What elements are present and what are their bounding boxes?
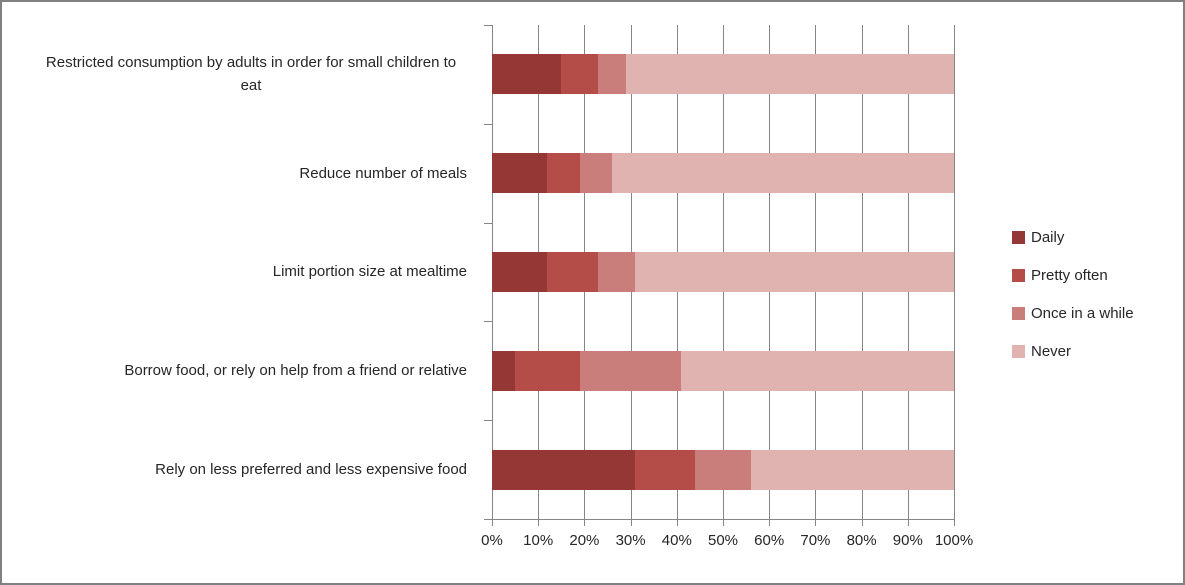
category-axis-tick bbox=[484, 321, 492, 323]
category-label: Reduce number of meals bbox=[10, 124, 480, 223]
bar-segment-daily bbox=[492, 350, 516, 391]
bar-segment-once-in-a-while bbox=[579, 350, 682, 391]
bar-segment-pretty-often bbox=[515, 350, 580, 391]
x-axis-tick bbox=[584, 519, 586, 526]
x-axis-tick bbox=[769, 519, 771, 526]
category-label-text: Restricted consumption by adults in orde… bbox=[45, 54, 457, 95]
category-axis-tick bbox=[484, 25, 492, 26]
x-axis-tick-labels: 0% 10% 20% 30% 40% 50% 60% 70% 80% 90% 100% bbox=[481, 532, 973, 554]
category-label: Borrow food, or rely on help from a frie… bbox=[10, 321, 480, 420]
category-axis-labels: Restricted consumption by adults in orde… bbox=[10, 25, 480, 519]
legend-label: Pretty often bbox=[1031, 267, 1108, 284]
category-label: Restricted consumption by adults in orde… bbox=[10, 25, 480, 124]
x-axis-tick bbox=[538, 519, 540, 526]
bar-segment-never bbox=[625, 54, 954, 95]
bar-segment-daily bbox=[492, 252, 548, 292]
x-axis-tick bbox=[676, 519, 678, 526]
x-axis-tick bbox=[861, 519, 863, 526]
category-axis-tick bbox=[484, 420, 492, 422]
x-tick-label: 20% bbox=[569, 532, 600, 549]
bar-segment-pretty-often bbox=[635, 449, 696, 490]
bar-segment-daily bbox=[492, 153, 548, 194]
x-axis-line bbox=[492, 519, 954, 520]
legend-swatch-never bbox=[1012, 345, 1025, 358]
x-tick-label: 10% bbox=[523, 532, 554, 549]
x-tick-label: 0% bbox=[481, 532, 503, 549]
x-axis-tick bbox=[492, 519, 493, 526]
legend-swatch-once-in-a-while bbox=[1012, 307, 1025, 320]
category-label: Rely on less preferred and less expensiv… bbox=[10, 420, 480, 519]
x-axis-tick bbox=[954, 519, 955, 526]
category-axis-tick bbox=[484, 519, 492, 520]
bar-segment-pretty-often bbox=[561, 54, 599, 95]
legend-label: Never bbox=[1031, 343, 1072, 360]
bar-segment-never bbox=[612, 153, 954, 194]
bar-row bbox=[492, 153, 954, 194]
bar-segment-never bbox=[635, 252, 954, 292]
bar-segment-once-in-a-while bbox=[579, 153, 613, 194]
legend-swatch-pretty-often bbox=[1012, 269, 1025, 282]
category-label-text: Limit portion size at mealtime bbox=[272, 263, 467, 281]
category-axis-tick bbox=[484, 123, 492, 125]
bar-segment-once-in-a-while bbox=[598, 252, 636, 292]
bar-segment-pretty-often bbox=[547, 153, 580, 194]
x-axis-tick bbox=[815, 519, 817, 526]
legend-item-once-in-a-while: Once in a while bbox=[1012, 302, 1134, 325]
category-label-text: Reduce number of meals bbox=[299, 164, 467, 182]
legend-item-never: Never bbox=[1012, 340, 1134, 363]
bar-segment-daily bbox=[492, 54, 562, 95]
bar-segment-pretty-often bbox=[547, 252, 599, 292]
x-tick-label: 30% bbox=[615, 532, 646, 549]
bar-segment-daily bbox=[492, 449, 636, 490]
legend-item-daily: Daily bbox=[1012, 226, 1134, 249]
x-tick-label: 50% bbox=[707, 532, 739, 549]
x-tick-label: 100% bbox=[934, 532, 974, 549]
bar-row bbox=[492, 54, 954, 95]
x-axis-tick bbox=[630, 519, 632, 526]
bar-row bbox=[492, 350, 954, 391]
category-label-text: Rely on less preferred and less expensiv… bbox=[155, 460, 467, 478]
bar-segment-once-in-a-while bbox=[598, 54, 626, 95]
legend-item-pretty-often: Pretty often bbox=[1012, 264, 1134, 287]
bar-segment-never bbox=[681, 350, 954, 391]
gridline bbox=[954, 25, 955, 519]
category-axis-tick bbox=[484, 222, 492, 224]
bar-segment-never bbox=[750, 449, 954, 490]
legend-label: Daily bbox=[1031, 229, 1065, 246]
x-axis-tick bbox=[907, 519, 909, 526]
legend-swatch-daily bbox=[1012, 231, 1025, 244]
x-axis-tick bbox=[723, 519, 724, 526]
bar-row bbox=[492, 449, 954, 490]
x-tick-label: 80% bbox=[846, 532, 877, 549]
bar-row bbox=[492, 252, 954, 292]
category-label-text: Borrow food, or rely on help from a frie… bbox=[124, 362, 467, 380]
category-label: Limit portion size at mealtime bbox=[10, 223, 480, 322]
plot-area bbox=[484, 25, 955, 526]
legend-label: Once in a while bbox=[1031, 305, 1134, 322]
legend: Daily Pretty often Once in a while Never bbox=[1012, 226, 1134, 378]
bar-segment-once-in-a-while bbox=[695, 449, 751, 490]
x-tick-label: 90% bbox=[892, 532, 923, 549]
x-tick-label: 70% bbox=[800, 532, 831, 549]
x-tick-label: 60% bbox=[754, 532, 785, 549]
x-tick-label: 40% bbox=[661, 532, 692, 549]
